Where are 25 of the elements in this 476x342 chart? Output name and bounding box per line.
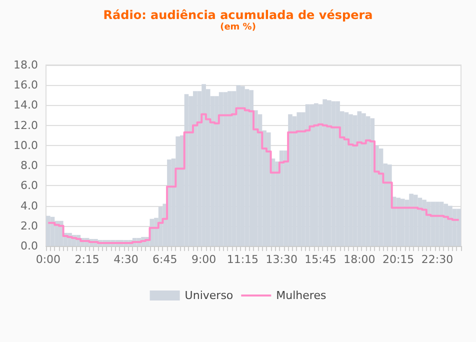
x-tick-label: 13:30	[266, 253, 298, 266]
y-tick-label: 10.0	[14, 138, 38, 152]
y-tick-label: 4.0	[20, 199, 38, 212]
chart-subtitle: (em %)	[220, 22, 256, 32]
legend-label: Mulheres	[276, 289, 326, 302]
x-tick-label: 6:45	[152, 253, 178, 266]
y-tick-label: 2.0	[20, 219, 38, 232]
x-tick-label: 11:15	[226, 253, 259, 266]
y-tick-label: 14.0	[14, 98, 38, 112]
y-tick-label: 18.0	[14, 58, 38, 72]
x-tick-label: 18:00	[344, 253, 376, 266]
chart-title: Rádio: audiência acumulada de véspera	[103, 8, 373, 22]
x-tick-label: 22:30	[421, 253, 454, 266]
y-tick-label: 6.0	[20, 179, 38, 192]
y-tick-label: 16.0	[14, 78, 38, 92]
legend-label: Universo	[184, 289, 234, 302]
x-tick-label: 0:00	[36, 253, 61, 266]
x-tick-label: 20:15	[382, 253, 414, 266]
y-tick-label: 8.0	[20, 159, 38, 172]
x-tick-label: 15:45	[304, 253, 336, 266]
y-tick-label: 12.0	[14, 118, 38, 132]
x-tick-label: 9:00	[191, 253, 216, 266]
y-tick-label: 0.0	[20, 240, 38, 252]
x-tick-label: 4:30	[114, 253, 138, 266]
x-tick-label: 2:15	[74, 253, 100, 266]
